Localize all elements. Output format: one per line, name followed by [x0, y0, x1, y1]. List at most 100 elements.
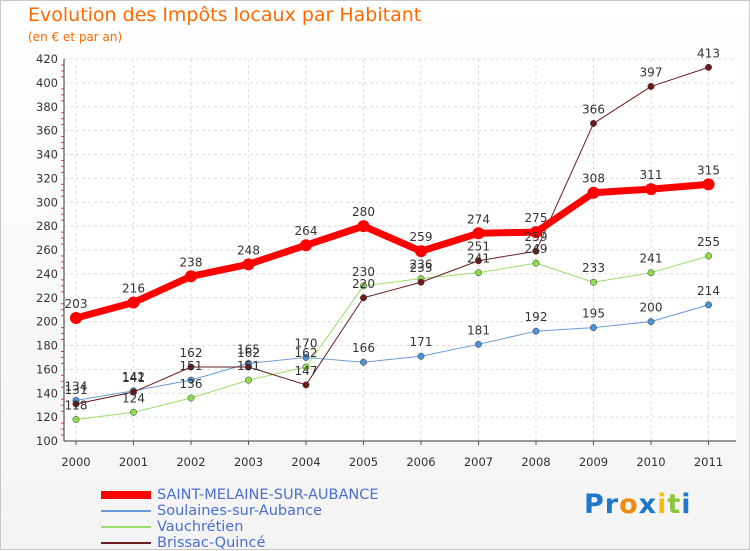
- data-label: 195: [582, 307, 605, 321]
- legend: SAINT-MELAINE-SUR-AUBANCE Soulaines-sur-A…: [101, 487, 379, 551]
- x-tick-label: 2002: [176, 455, 205, 469]
- x-tick-label: 2009: [579, 455, 608, 469]
- data-label: 220: [352, 277, 375, 291]
- y-tick-label: 280: [36, 219, 58, 233]
- data-label: 230: [352, 265, 375, 279]
- x-tick-label: 2005: [349, 455, 378, 469]
- data-label: 249: [525, 242, 548, 256]
- data-label: 162: [295, 346, 318, 360]
- data-label: 131: [65, 383, 88, 397]
- series-line: [75, 66, 709, 405]
- axes: 100 120 140 160 180 200 220 240 260 280 300 320 340 3…: [36, 52, 736, 469]
- data-label: 181: [467, 323, 490, 337]
- y-tick-label: 380: [36, 100, 58, 114]
- data-label: 118: [65, 399, 88, 413]
- legend-swatch: [101, 526, 151, 528]
- data-label: 166: [352, 341, 375, 355]
- data-label: 366: [582, 102, 605, 116]
- data-point: [417, 352, 425, 360]
- data-point: [357, 220, 370, 233]
- data-label: 308: [582, 172, 605, 186]
- data-point: [472, 227, 485, 240]
- data-label: 259: [410, 230, 433, 244]
- data-point: [647, 269, 655, 277]
- data-point: [532, 259, 540, 267]
- data-label: 413: [697, 46, 720, 60]
- data-point: [245, 363, 252, 371]
- data-point: [245, 376, 252, 384]
- data-label: 280: [352, 205, 375, 219]
- data-point: [302, 381, 310, 389]
- data-label: 203: [65, 297, 88, 311]
- legend-label: Vauchrétien: [157, 519, 244, 535]
- y-tick-label: 240: [36, 267, 58, 281]
- x-tick-label: 2010: [636, 455, 665, 469]
- data-label: 162: [237, 346, 260, 360]
- y-tick-label: 200: [36, 315, 58, 329]
- data-point: [127, 296, 140, 309]
- y-tick-label: 140: [36, 386, 58, 400]
- x-tick-label: 2000: [61, 455, 90, 469]
- data-label: 136: [180, 377, 203, 391]
- data-point: [72, 400, 80, 408]
- logo-letter: t: [667, 489, 682, 520]
- y-tick-label: 400: [36, 76, 58, 90]
- data-label: 236: [410, 258, 433, 272]
- x-tick-label: 2007: [464, 455, 493, 469]
- data-label: 165: [237, 342, 260, 356]
- data-point: [590, 120, 597, 127]
- data-label: 241: [640, 252, 663, 266]
- logo-letter: i: [657, 489, 668, 520]
- data-label: 142: [122, 370, 145, 384]
- legend-item: Soulaines-sur-Aubance: [101, 503, 379, 519]
- chart-subtitle: (en € et par an): [28, 30, 123, 44]
- x-tick-label: 2001: [119, 455, 148, 469]
- data-point: [300, 239, 312, 252]
- data-point: [702, 178, 715, 191]
- data-point: [647, 318, 655, 326]
- data-point: [590, 278, 597, 286]
- data-label: 251: [467, 240, 490, 254]
- data-point: [532, 327, 540, 335]
- data-label: 134: [65, 379, 88, 393]
- y-tick-label: 220: [36, 291, 58, 305]
- data-label: 255: [697, 235, 720, 249]
- data-label: 124: [122, 391, 145, 405]
- data-point: [645, 183, 657, 196]
- data-label: 171: [410, 335, 433, 349]
- y-tick-label: 180: [36, 339, 58, 353]
- logo-letter: Pr: [584, 489, 620, 520]
- data-label: 241: [467, 252, 490, 266]
- y-tick-label: 100: [36, 434, 58, 448]
- data-label: 233: [582, 261, 605, 275]
- logo-letter: i: [681, 489, 692, 520]
- data-point: [242, 258, 255, 271]
- data-label: 264: [295, 224, 318, 238]
- data-point: [360, 294, 367, 302]
- series-line: [75, 180, 709, 322]
- data-point: [532, 247, 540, 255]
- logo-letter: x: [638, 489, 658, 520]
- proxiti-logo: Proxiti: [584, 489, 692, 520]
- legend-label: Brissac-Quincé: [157, 535, 266, 551]
- y-tick-label: 420: [36, 52, 58, 66]
- data-point: [302, 353, 310, 361]
- logo-letter: o: [619, 489, 639, 520]
- data-label: 200: [640, 301, 663, 315]
- legend-label: Soulaines-sur-Aubance: [157, 503, 323, 519]
- chart-title: Evolution des Impôts locaux par Habitant: [28, 4, 422, 26]
- data-point: [475, 269, 482, 277]
- data-label: 311: [640, 168, 663, 182]
- data-point: [130, 408, 137, 416]
- y-tick-label: 300: [36, 195, 58, 209]
- data-label: 397: [640, 65, 663, 79]
- data-point: [130, 388, 137, 396]
- data-point: [187, 394, 195, 402]
- legend-swatch: [101, 542, 151, 544]
- legend-item: Vauchrétien: [101, 519, 379, 535]
- data-label: 248: [237, 243, 260, 257]
- data-label: 274: [467, 212, 490, 226]
- data-point: [187, 376, 195, 384]
